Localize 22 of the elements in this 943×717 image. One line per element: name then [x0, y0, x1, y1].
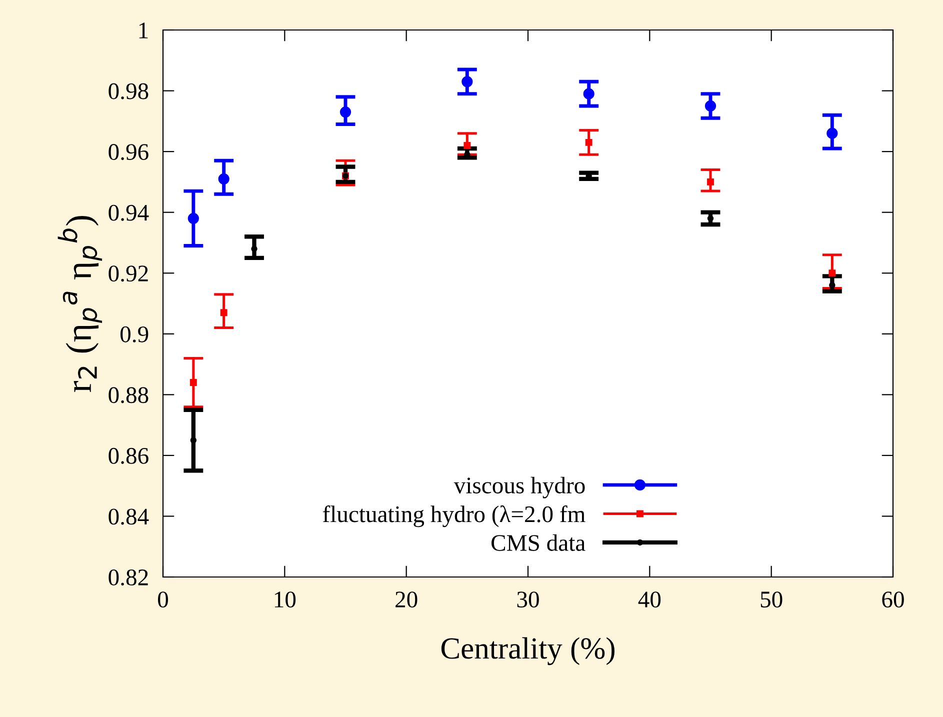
x-tick-label: 40	[638, 592, 661, 608]
x-tick-label: 0	[158, 592, 168, 608]
y-tick-label: 0.84	[108, 508, 149, 525]
x-tick-label: 10	[274, 592, 296, 608]
y-tick-label: 0.94	[108, 204, 149, 221]
y-tick-label: 0.92	[108, 266, 148, 282]
legend-label: viscous hydro	[454, 476, 585, 498]
y-tick-label: 0.86	[108, 448, 148, 464]
legend-label: CMS data	[492, 534, 586, 551]
y-tick-label: 0.96	[108, 144, 148, 160]
x-tick-label: 50	[760, 592, 782, 608]
y-tick-label: 0.82	[108, 569, 148, 586]
x-tick-label: 20	[396, 592, 418, 608]
y-tick-label: 0.98	[108, 83, 148, 100]
y-tick-label: 0.88	[108, 387, 148, 404]
x-axis-title: Centrality (%)	[441, 637, 614, 666]
text: r$_{2}$ (η$_{p}$$^{a}$ η$_{p}$$^{b}$)	[58, 216, 102, 392]
x-tick-label: 60	[882, 592, 904, 608]
y-tick-label: 0.9	[120, 326, 148, 342]
x-tick-label: 30	[517, 592, 539, 608]
y-tick-label: 1	[139, 22, 148, 38]
legend-label: fluctuating hydro (λ=2.0 fm	[322, 505, 586, 528]
